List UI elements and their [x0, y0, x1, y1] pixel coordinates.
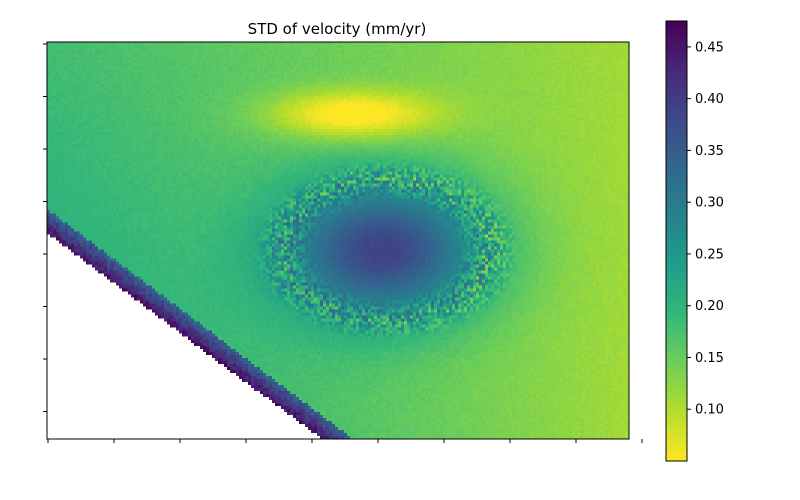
colorbar-tick-label: 0.40	[695, 92, 724, 107]
colorbar-tick-label: 0.15	[695, 351, 724, 366]
colorbar-tick-label: 0.30	[695, 196, 724, 211]
heatmap-plot-area	[47, 42, 629, 439]
colorbar-frame	[665, 20, 688, 462]
colorbar-tick-label: 0.35	[695, 144, 724, 159]
colorbar: 0.10 0.15 0.20 0.25 0.30 0.35 0.40 0.45	[665, 20, 724, 462]
colorbar-gradient	[666, 21, 687, 461]
colorbar-tick-label: 0.45	[695, 40, 724, 55]
colorbar-tick-label: 0.20	[695, 299, 724, 314]
x-axis-ticks	[47, 439, 643, 443]
colorbar-tick-label: 0.25	[695, 247, 724, 262]
chart-title: STD of velocity (mm/yr)	[248, 20, 427, 38]
heatmap-image	[47, 42, 629, 439]
colorbar-ticks: 0.10 0.15 0.20 0.25 0.30 0.35 0.40 0.45	[687, 40, 724, 418]
y-axis-ticks	[43, 43, 47, 412]
plot-frame	[46, 41, 630, 440]
colorbar-tick-label: 0.10	[695, 403, 724, 418]
